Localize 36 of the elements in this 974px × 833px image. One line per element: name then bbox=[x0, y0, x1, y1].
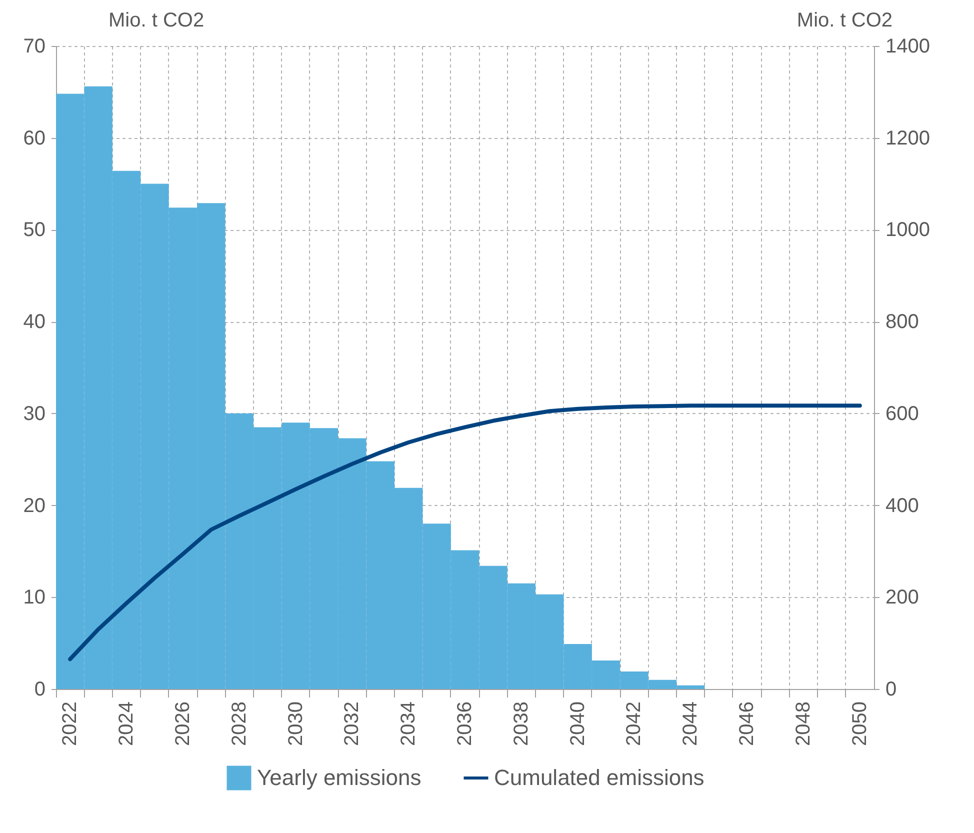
line-series bbox=[68, 404, 862, 662]
x-tick-label: 2036 bbox=[454, 702, 476, 746]
y2-tick-label: 1200 bbox=[886, 127, 930, 150]
y2-tick-label: 800 bbox=[886, 311, 919, 334]
y-tick-label: 70 bbox=[23, 36, 46, 58]
x-tick-label: 2042 bbox=[623, 702, 646, 746]
x-tick-label: 2040 bbox=[566, 702, 589, 746]
x-tick-label: 2022 bbox=[59, 702, 82, 746]
y-tick-label: 20 bbox=[23, 494, 46, 517]
x-tick-label: 2030 bbox=[284, 702, 307, 746]
x-tick-label: 2050 bbox=[848, 702, 871, 746]
y-tick-label: 30 bbox=[23, 402, 46, 425]
y2-tick-label: 400 bbox=[886, 494, 919, 517]
x-tick-label: 2046 bbox=[736, 702, 758, 746]
x-tick-label: 2028 bbox=[228, 702, 250, 746]
y-tick-label: 50 bbox=[23, 219, 46, 242]
legend-label: Cumulated emissions bbox=[494, 765, 704, 790]
y-axis-title: Mio. t CO2 bbox=[108, 10, 204, 32]
legend-label: Yearly emissions bbox=[257, 765, 422, 790]
y-tick-label: 0 bbox=[34, 678, 46, 700]
x-tick-label: 2048 bbox=[792, 702, 814, 746]
x-tick-label: 2032 bbox=[341, 702, 364, 746]
x-tick-label: 2044 bbox=[680, 702, 702, 746]
x-tick-label: 2026 bbox=[172, 702, 194, 746]
x-tick-label: 2038 bbox=[510, 702, 532, 746]
y-tick-label: 40 bbox=[23, 311, 46, 334]
y-tick-label: 60 bbox=[23, 127, 46, 150]
y2-tick-label: 600 bbox=[886, 402, 919, 425]
y-tick-label: 10 bbox=[23, 586, 46, 609]
x-tick-label: 2024 bbox=[116, 702, 138, 746]
y2-tick-label: 1000 bbox=[886, 219, 930, 242]
y2-axis-title: Mio. t CO2 bbox=[796, 10, 892, 32]
y2-tick-label: 0 bbox=[886, 678, 897, 700]
x-tick-label: 2034 bbox=[398, 702, 420, 746]
y2-tick-label: 200 bbox=[886, 586, 919, 609]
y2-tick-label: 1400 bbox=[886, 36, 930, 58]
